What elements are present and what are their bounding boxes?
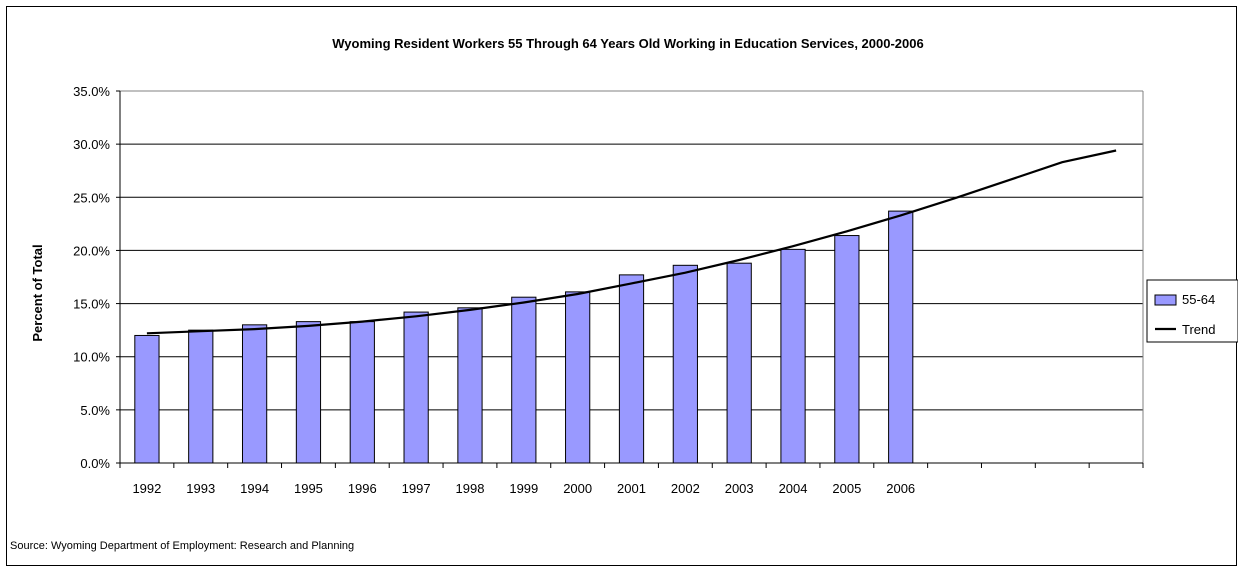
x-tick-label: 2000 — [563, 481, 592, 496]
trend-line-group — [146, 149, 1117, 335]
x-tick-label: 1998 — [456, 481, 485, 496]
x-tick-label: 1992 — [132, 481, 161, 496]
y-tick-label: 5.0% — [80, 403, 110, 418]
bar — [565, 291, 591, 464]
y-tick-label: 0.0% — [80, 456, 110, 471]
bar — [726, 262, 752, 464]
source-note: Source: Wyoming Department of Employment… — [10, 540, 355, 552]
y-tick-label: 35.0% — [73, 84, 110, 99]
x-tick-label: 2001 — [617, 481, 646, 496]
x-tick-label: 1995 — [294, 481, 323, 496]
x-tick-label: 2004 — [779, 481, 808, 496]
gridlines — [120, 90, 1144, 463]
y-tick-label: 25.0% — [73, 190, 110, 205]
x-tick-label: 1997 — [402, 481, 431, 496]
bar — [780, 248, 806, 464]
x-tick-label: 1993 — [186, 481, 215, 496]
bar — [888, 210, 914, 464]
y-axis-label: Percent of Total — [30, 244, 45, 341]
legend-label-trend: Trend — [1182, 322, 1215, 337]
y-tick-label: 30.0% — [73, 137, 110, 152]
bar — [618, 274, 645, 464]
bar — [457, 307, 483, 464]
legend-label-55-64: 55-64 — [1182, 292, 1215, 307]
bars — [134, 210, 914, 464]
trend-line — [146, 149, 1117, 335]
legend: 55-64 Trend — [1146, 279, 1238, 343]
bar — [188, 329, 214, 464]
bar — [349, 321, 375, 464]
bar — [834, 235, 860, 464]
y-tick-label: 10.0% — [73, 350, 110, 365]
x-tick-label: 2005 — [832, 481, 861, 496]
bar — [241, 324, 268, 464]
chart-title: Wyoming Resident Workers 55 Through 64 Y… — [332, 36, 923, 51]
axes: 0.0% 5.0% 10.0% 15.0% 20.0% 25.0% 30.0% 35.0% 19… — [73, 84, 1144, 496]
x-tick-label: 1996 — [348, 481, 377, 496]
x-tick-label: 2002 — [671, 481, 700, 496]
y-tick-label: 15.0% — [73, 297, 110, 312]
x-tick-label: 1994 — [240, 481, 269, 496]
bar — [134, 334, 160, 464]
bar — [403, 311, 429, 464]
legend-swatch-55-64 — [1154, 294, 1177, 306]
y-tick-label: 20.0% — [73, 243, 110, 258]
x-tick-label: 1999 — [509, 481, 538, 496]
bar — [672, 264, 698, 464]
x-tick-label: 2003 — [725, 481, 754, 496]
x-tick-label: 2006 — [886, 481, 915, 496]
bar — [295, 321, 322, 464]
legend-box — [1146, 279, 1238, 343]
bar — [511, 296, 537, 464]
